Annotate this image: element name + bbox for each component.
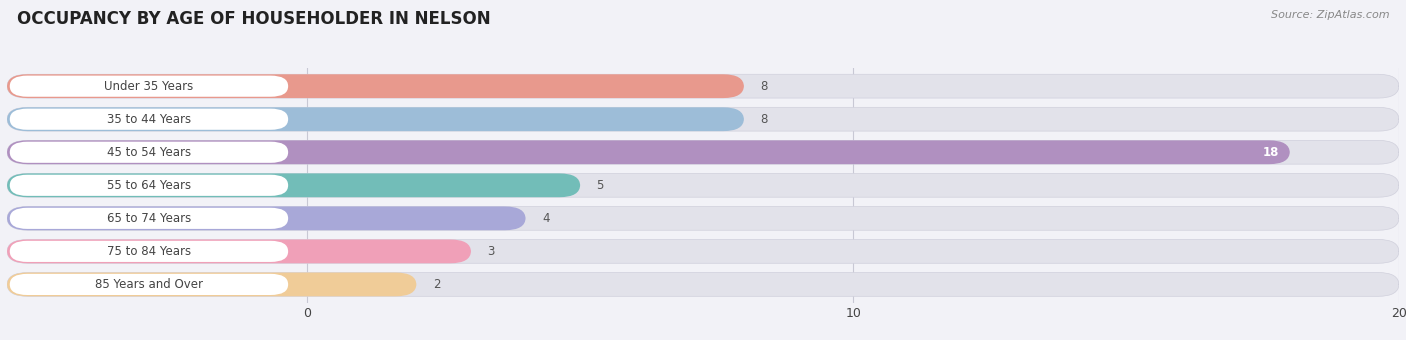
FancyBboxPatch shape [7,107,1399,131]
FancyBboxPatch shape [7,74,744,98]
Text: Under 35 Years: Under 35 Years [104,80,194,93]
FancyBboxPatch shape [7,239,1399,263]
FancyBboxPatch shape [7,206,526,230]
FancyBboxPatch shape [7,273,416,296]
Text: 3: 3 [488,245,495,258]
FancyBboxPatch shape [7,140,1289,164]
Text: 18: 18 [1263,146,1279,159]
FancyBboxPatch shape [10,274,288,295]
Text: 75 to 84 Years: 75 to 84 Years [107,245,191,258]
Text: 8: 8 [761,113,768,126]
Text: 8: 8 [761,80,768,93]
Text: 35 to 44 Years: 35 to 44 Years [107,113,191,126]
FancyBboxPatch shape [10,208,288,229]
FancyBboxPatch shape [7,206,1399,230]
Text: 45 to 54 Years: 45 to 54 Years [107,146,191,159]
FancyBboxPatch shape [7,74,1399,98]
FancyBboxPatch shape [7,239,471,263]
Text: OCCUPANCY BY AGE OF HOUSEHOLDER IN NELSON: OCCUPANCY BY AGE OF HOUSEHOLDER IN NELSO… [17,10,491,28]
Text: 55 to 64 Years: 55 to 64 Years [107,179,191,192]
Text: 85 Years and Over: 85 Years and Over [96,278,202,291]
FancyBboxPatch shape [7,173,1399,197]
FancyBboxPatch shape [7,173,581,197]
FancyBboxPatch shape [10,241,288,262]
FancyBboxPatch shape [7,273,1399,296]
Text: 2: 2 [433,278,440,291]
Text: 5: 5 [596,179,605,192]
FancyBboxPatch shape [7,140,1399,164]
FancyBboxPatch shape [10,142,288,163]
Text: 65 to 74 Years: 65 to 74 Years [107,212,191,225]
FancyBboxPatch shape [7,107,744,131]
Text: 4: 4 [541,212,550,225]
FancyBboxPatch shape [10,75,288,97]
Text: Source: ZipAtlas.com: Source: ZipAtlas.com [1271,10,1389,20]
FancyBboxPatch shape [10,175,288,196]
FancyBboxPatch shape [10,109,288,130]
